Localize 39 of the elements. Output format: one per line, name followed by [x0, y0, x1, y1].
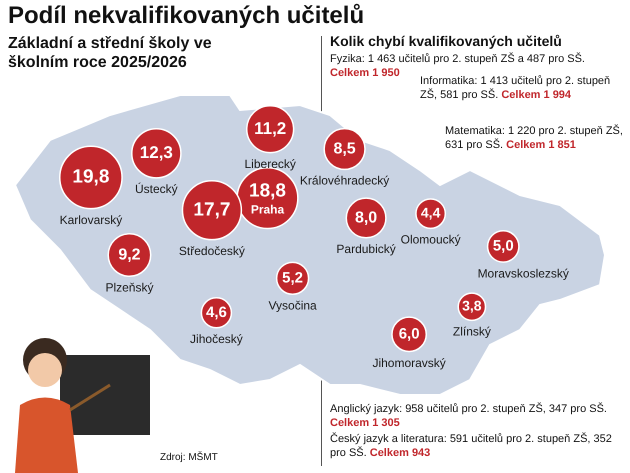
text: Anglický jazyk: 958 učitelů pro 2. stupeň ZŠ, 347 pro SŠ.: [330, 403, 607, 415]
category-label: Moravskoslezský: [478, 266, 569, 280]
data-label: 9,2: [118, 246, 141, 264]
text: Celkem 943: [370, 447, 430, 459]
data-label: 18,8: [249, 180, 286, 202]
data-label: 6,0: [398, 325, 420, 342]
text: Celkem 1 851: [506, 139, 576, 151]
text: Kolik chybí kvalifikovaných učitelů: [330, 33, 562, 49]
category-label: Středočeský: [178, 244, 245, 258]
text: Zdroj: MŠMT: [160, 452, 218, 463]
category-label: Vysočina: [268, 298, 318, 313]
text: Celkem 1 305: [330, 417, 400, 429]
text: Celkem 1 994: [501, 89, 572, 101]
data-label: 8,0: [354, 209, 378, 226]
category-label: Ústecký: [135, 182, 178, 196]
category-label: Jihomoravský: [372, 356, 446, 370]
category-label: Karlovarský: [60, 212, 122, 227]
category-label: Praha: [250, 202, 284, 216]
category-label: Liberecký: [244, 156, 296, 171]
data-label: 17,7: [193, 199, 230, 220]
text: Celkem 1 950: [330, 67, 400, 79]
text: Základní a střední školy ve školním roce 2025/2026: [8, 34, 213, 72]
data-label: 5,2: [282, 269, 304, 286]
data-label: 11,2: [254, 118, 286, 138]
data-label: 5,0: [492, 238, 514, 255]
category-label: Zlínský: [452, 324, 491, 339]
data-label: 3,8: [462, 298, 482, 314]
data-label: 12,3: [140, 143, 173, 162]
category-label: Jihočeský: [190, 332, 243, 346]
data-label: 4,6: [206, 304, 227, 321]
text: Podíl nekvalifikovaných učitelů: [8, 2, 364, 30]
data-label: 8,5: [333, 140, 356, 158]
category-label: Královéhradecký: [300, 174, 390, 188]
category-label: Plzeňský: [105, 280, 154, 295]
data-label: 4,4: [420, 204, 441, 221]
text: Fyzika: 1 463 učitelů pro 2. stupeň ZŠ a 487 pro SŠ.: [330, 53, 585, 65]
category-label: Olomoucký: [400, 232, 461, 247]
category-label: Pardubický: [336, 242, 396, 256]
data-label: 19,8: [72, 166, 110, 188]
